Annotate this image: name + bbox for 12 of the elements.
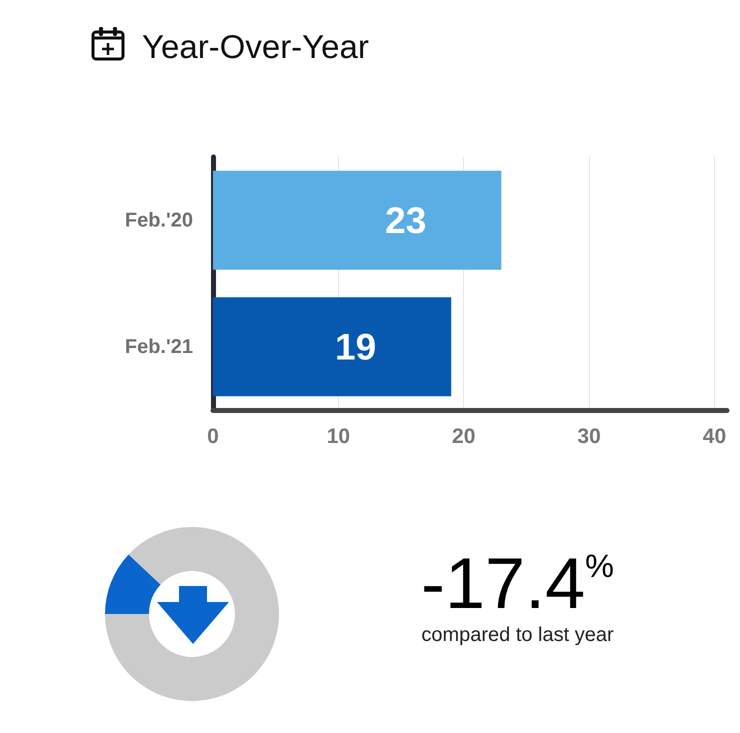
x-tick-label: 40 (702, 425, 726, 448)
y-tick-label: Feb.'20 (124, 209, 193, 232)
data-label: 19 (335, 326, 376, 368)
x-tick-label: 30 (577, 425, 601, 448)
x-tick-label: 0 (207, 425, 219, 448)
text: compared to last year (420, 624, 615, 646)
chart-title: Year-Over-Year (142, 28, 369, 65)
x-tick-label: 10 (326, 425, 350, 448)
y-tick-label: Feb.'21 (124, 336, 193, 358)
text: -17.4$^{%}$ (420, 544, 615, 624)
data-label: 23 (385, 200, 426, 241)
x-tick-label: 20 (452, 425, 476, 448)
